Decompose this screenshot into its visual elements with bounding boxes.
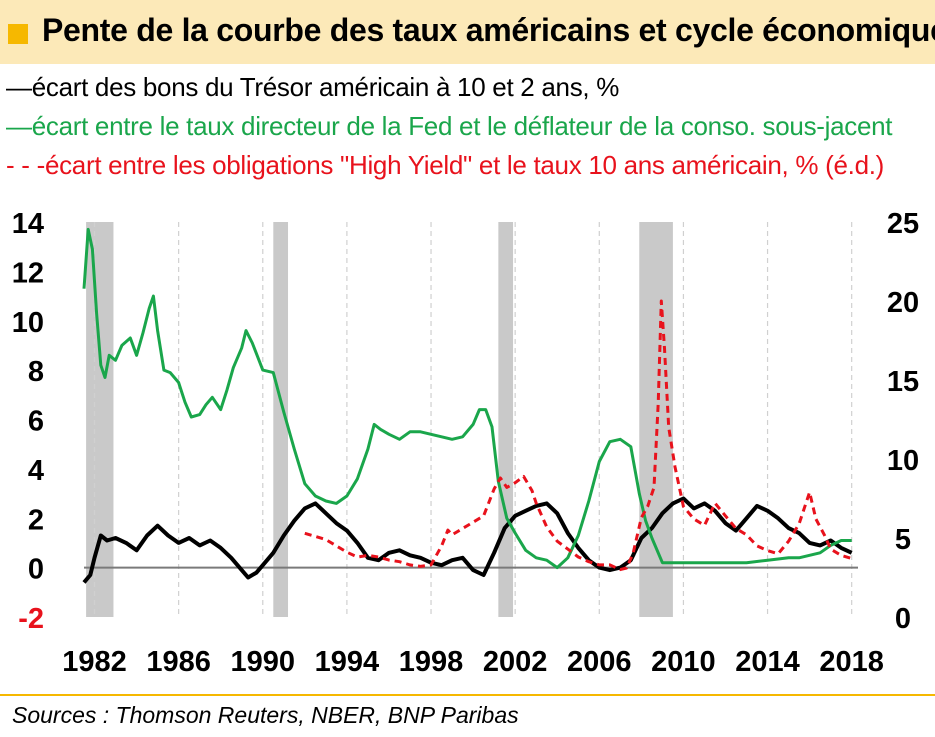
y-right-tick-label: 25 xyxy=(887,208,919,240)
legend-label-treasury: écart des bons du Trésor américain à 10 … xyxy=(31,72,620,102)
y-left-tick-label: 8 xyxy=(28,356,44,388)
y-left-tick-label: 2 xyxy=(28,504,44,536)
legend-label-high-yield: écart entre les obligations "High Yield"… xyxy=(44,150,885,180)
legend-marker-high-yield: - - - xyxy=(6,150,45,180)
y-right-tick-label: 20 xyxy=(887,287,919,319)
y-left-tick-label: 14 xyxy=(12,208,44,240)
recession-band-2 xyxy=(498,222,514,617)
x-tick-label: 1994 xyxy=(315,646,380,678)
recession-band-1 xyxy=(273,222,289,617)
legend-entry-fed-spread: —écart entre le taux directeur de la Fed… xyxy=(6,111,893,142)
x-tick-label: 2018 xyxy=(819,646,884,678)
source-note: Sources : Thomson Reuters, NBER, BNP Par… xyxy=(12,702,519,728)
y-left-tick-label: 12 xyxy=(12,257,44,289)
legend-entry-treasury-spread: —écart des bons du Trésor américain à 10… xyxy=(6,72,619,103)
y-right-tick-label: 10 xyxy=(887,445,919,477)
y-left-tick-label: 10 xyxy=(12,307,44,339)
recession-band-0 xyxy=(86,222,114,617)
y-right-tick-label: 15 xyxy=(887,366,919,398)
series-line-treasury-spread xyxy=(82,496,853,584)
series-line-high-yield-spread xyxy=(304,299,853,572)
y-left-tick-label: 6 xyxy=(28,406,44,438)
legend-label-fed: écart entre le taux directeur de la Fed … xyxy=(31,111,893,141)
chart-title: Pente de la courbe des taux américains e… xyxy=(42,12,935,48)
x-tick-label: 1998 xyxy=(399,646,464,678)
x-tick-label: 1982 xyxy=(62,646,127,678)
x-tick-label: 2010 xyxy=(651,646,716,678)
legend-entry-high-yield-spread: - - -écart entre les obligations "High Y… xyxy=(6,150,884,181)
legend-marker-treasury: — xyxy=(6,72,32,102)
y-left-tick-label: 4 xyxy=(28,455,44,487)
x-tick-label: 2006 xyxy=(567,646,632,678)
source-divider xyxy=(0,694,935,696)
title-bar: Pente de la courbe des taux américains e… xyxy=(0,0,935,64)
y-left-tick-label: 0 xyxy=(28,554,44,586)
x-tick-label: 1990 xyxy=(231,646,296,678)
x-tick-label: 2014 xyxy=(735,646,800,678)
y-left-tick-label: -2 xyxy=(18,603,44,635)
x-tick-label: 1986 xyxy=(146,646,211,678)
y-right-tick-label: 0 xyxy=(895,603,911,635)
legend-marker-fed: — xyxy=(6,111,32,141)
title-marker-icon xyxy=(8,24,28,44)
y-right-tick-label: 5 xyxy=(895,524,911,556)
x-tick-label: 2002 xyxy=(483,646,548,678)
series-line-fed-spread xyxy=(82,227,852,570)
